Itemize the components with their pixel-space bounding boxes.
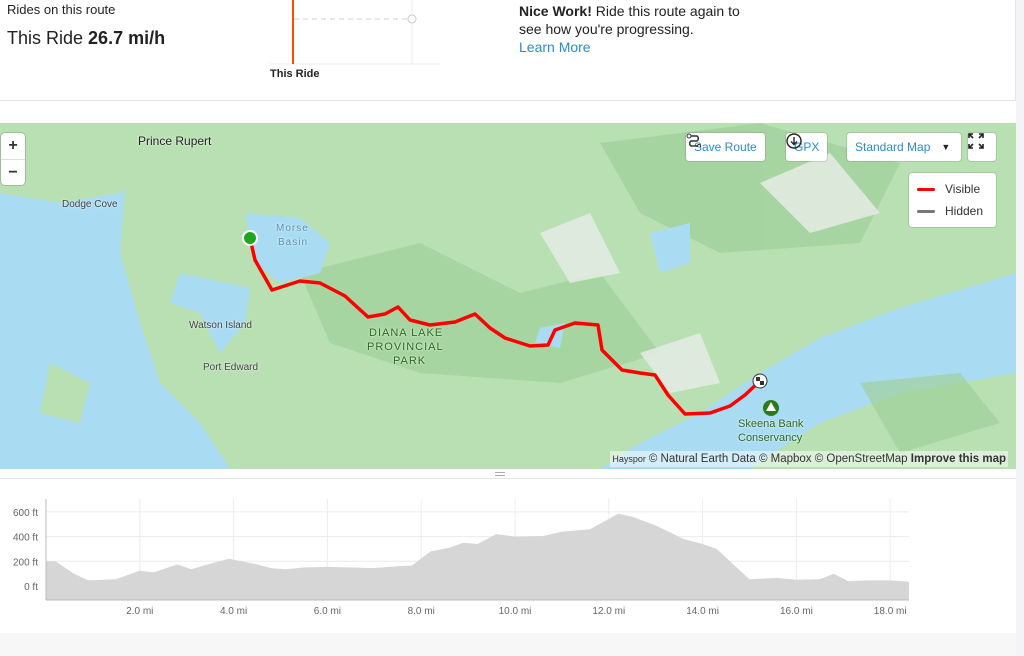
- grip-icon[interactable]: [495, 472, 505, 476]
- route-start-marker[interactable]: [242, 230, 258, 246]
- elevation-area[interactable]: [46, 513, 909, 600]
- mini-chart-label: This Ride: [270, 68, 320, 80]
- save-route-button[interactable]: Save Route: [686, 133, 765, 161]
- promo-text: Nice Work! Ride this route again to see …: [519, 2, 759, 56]
- legend-hidden-label: Hidden: [945, 204, 984, 218]
- route-map[interactable]: Prince Rupert Dodge Cove Morse Basin Wat…: [0, 123, 1016, 469]
- promo-bold: Nice Work!: [519, 3, 592, 19]
- label-skeena-bank: Skeena Bank: [738, 418, 804, 430]
- footer-area: [0, 633, 1016, 656]
- x-tick-label: 2.0 mi: [126, 606, 153, 617]
- rides-label: Rides on this route: [7, 2, 116, 17]
- legend-visible-label: Visible: [945, 182, 981, 196]
- fullscreen-button[interactable]: [968, 133, 996, 161]
- zoom-in-button[interactable]: +: [8, 137, 18, 154]
- route-finish-marker[interactable]: [752, 373, 768, 389]
- label-watson-island: Watson Island: [189, 320, 252, 331]
- fullscreen-icon: [968, 133, 984, 149]
- label-dodge-cove: Dodge Cove: [62, 199, 118, 210]
- improve-map-link[interactable]: Improve this map: [910, 453, 1006, 465]
- mountain-peaks: [540, 153, 880, 393]
- water: [170, 213, 690, 353]
- label-basin: Basin: [278, 237, 309, 248]
- x-tick-label: 12.0 mi: [592, 606, 625, 617]
- caret-down-icon: ▼: [941, 142, 951, 152]
- this-ride-prefix: This Ride: [7, 28, 84, 48]
- label-park-1: DIANA LAKE: [369, 327, 444, 339]
- y-tick-label: 200 ft: [13, 557, 38, 568]
- download-icon: [786, 133, 802, 149]
- label-morse: Morse: [276, 223, 309, 234]
- y-tick-label: 0 ft: [24, 582, 38, 593]
- speed-value: 26.7 mi/h: [88, 28, 166, 48]
- route-legend: Visible Hidden: [909, 173, 996, 227]
- visible-swatch: [917, 187, 935, 191]
- zoom-out-button[interactable]: −: [1, 159, 25, 185]
- label-port-edward: Port Edward: [203, 362, 259, 373]
- label-prince-rupert: Prince Rupert: [138, 134, 212, 148]
- save-route-label: Save Route: [694, 140, 757, 154]
- promo-body: Ride this route again to see how you're …: [519, 3, 740, 37]
- elevation-chart: 600 ft 400 ft 200 ft 0 ft 2.0 mi 4.0 mi 6.0 mi…: [13, 499, 909, 617]
- x-tick-label: 8.0 mi: [408, 606, 435, 617]
- zoom-controls: + −: [1, 133, 25, 185]
- scrollbar[interactable]: [1016, 0, 1024, 656]
- attribution-text[interactable]: © Natural Earth Data © Mapbox © OpenStre…: [648, 453, 911, 465]
- rides-mini-chart: [270, 0, 440, 65]
- learn-more-link[interactable]: Learn More: [519, 39, 591, 55]
- x-tick-label: 16.0 mi: [780, 606, 813, 617]
- label-park-2: PROVINCIAL: [367, 341, 444, 353]
- label-park-3: PARK: [393, 355, 427, 367]
- hayspor-label: Hayspor: [612, 454, 646, 464]
- map-style-label: Standard Map: [855, 140, 931, 154]
- label-conservancy: Conservancy: [738, 432, 803, 444]
- x-tick-label: 18.0 mi: [874, 606, 907, 617]
- x-tick-label: 10.0 mi: [499, 606, 532, 617]
- map-style-dropdown[interactable]: Standard Map ▼: [847, 133, 961, 161]
- route-summary-panel: Rides on this route This Ride 26.7 mi/h …: [0, 0, 1016, 101]
- legend-hidden: Hidden: [909, 200, 996, 222]
- hidden-swatch: [917, 209, 935, 213]
- this-ride-speed: This Ride 26.7 mi/h: [7, 28, 165, 49]
- map-attribution: Hayspor © Natural Earth Data © Mapbox © O…: [610, 451, 1008, 467]
- x-tick-label: 4.0 mi: [220, 606, 247, 617]
- x-tick-label: 6.0 mi: [314, 606, 341, 617]
- ride-point[interactable]: [407, 14, 417, 24]
- route-line[interactable]: [248, 237, 762, 416]
- gpx-download-button[interactable]: GPX: [786, 133, 828, 161]
- y-tick-label: 400 ft: [13, 533, 38, 544]
- resize-handle[interactable]: [0, 469, 1016, 479]
- y-tick-label: 600 ft: [13, 508, 38, 519]
- x-tick-label: 14.0 mi: [686, 606, 719, 617]
- route-icon: [686, 133, 701, 147]
- map-canvas: [0, 123, 1016, 469]
- legend-visible: Visible: [909, 178, 996, 200]
- park-tree-icon: [763, 400, 779, 416]
